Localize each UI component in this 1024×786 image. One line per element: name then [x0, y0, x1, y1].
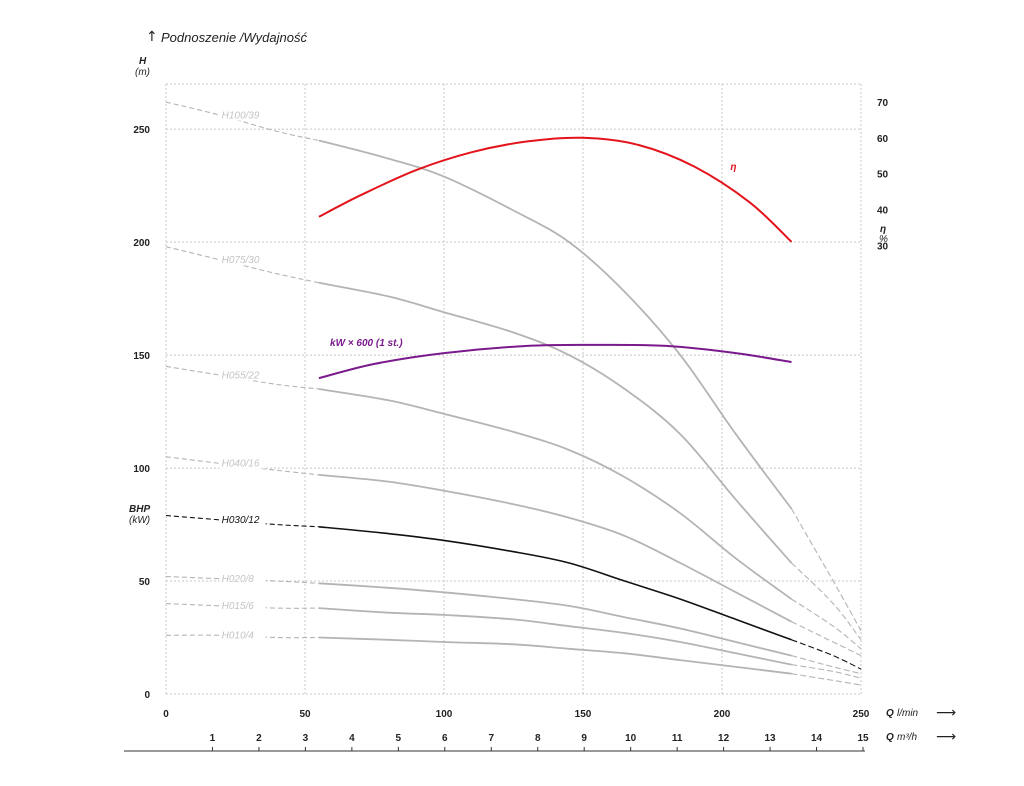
curve-label-bg [219, 456, 266, 469]
x-tick-label: 200 [714, 709, 731, 720]
eta-tick-label: 60 [877, 134, 889, 145]
curve-dashed-end-h030-12 [791, 639, 862, 670]
secondary-x-tick-label: 1 [210, 733, 216, 744]
secondary-x-tick-label: 14 [811, 733, 823, 744]
secondary-x-tick-label: 3 [303, 733, 309, 744]
y-tick-label: 200 [133, 238, 150, 249]
secondary-x-axis-q-label: Q [886, 732, 894, 743]
y-axis-label: H [139, 56, 147, 67]
curve-dashed-end-h040-16 [791, 621, 862, 657]
curve-h030-12 [318, 526, 792, 641]
bhp-unit: (kW) [129, 515, 150, 526]
secondary-x-tick-label: 7 [488, 733, 494, 744]
bhp-label: BHP [129, 504, 150, 515]
secondary-x-tick-label: 5 [396, 733, 402, 744]
curve-label-bg [219, 628, 266, 641]
secondary-x-tick-label: 8 [535, 733, 541, 744]
power-curve-label: kW × 600 (1 st.) [330, 338, 403, 349]
curve-dashed-end-h055-22 [791, 598, 862, 650]
secondary-x-axis-unit: m³/h [897, 732, 917, 743]
curve-labels: H100/39 H075/30 H055/22 H040/16 H030/12 H020/… [219, 108, 736, 641]
curve-label-bg [219, 513, 266, 526]
eta-tick-label: 40 [877, 206, 889, 217]
y-tick-label: 150 [133, 351, 150, 362]
secondary-x-tick-label: 15 [857, 733, 869, 744]
curve-label-h010-4: H010/4 [222, 630, 255, 641]
y-tick-label: 0 [144, 690, 150, 701]
secondary-x-tick-label: 13 [765, 733, 777, 744]
eta-tick-label: 70 [877, 98, 889, 109]
curve-label-bg [219, 598, 266, 611]
x-axis-q-label: Q [886, 708, 894, 719]
x-axis-unit: l/min [897, 708, 919, 719]
curve-label-bg [219, 253, 266, 266]
caption-arrow: ↑ [146, 29, 158, 45]
y-tick-label: 50 [139, 577, 151, 588]
curve-label-bg [219, 368, 266, 381]
x-tick-label: 100 [436, 709, 453, 720]
curve-h040-16 [318, 474, 792, 623]
curve-label-h030-12: H030/12 [222, 515, 260, 526]
curve-dashed-start-h100-39 [165, 101, 320, 142]
curve-label-h015-6: H015/6 [222, 601, 255, 612]
eta-axis-unit: % [879, 234, 888, 245]
curve-label-h100-39: H100/39 [222, 111, 260, 122]
curve-dashed-end-h020-8 [791, 655, 862, 675]
curve-h075-30 [318, 281, 793, 564]
curve-dashed-end-h010-4 [791, 673, 862, 686]
curves [165, 101, 862, 686]
curve-dashed-end-h100-39 [791, 508, 862, 631]
curve-h100-39 [318, 139, 793, 510]
axis-ticks: 0 50 100 150 200 250 30 40 50 60 70 0 50 100 150 200 250… [133, 98, 889, 751]
eta-tick-label: 50 [877, 170, 889, 181]
y-axis-unit: (m) [135, 67, 150, 78]
curve-h055-22 [318, 388, 793, 600]
curve-dashed-start-h055-22 [165, 365, 319, 390]
curve-kw-600-1-st- [318, 343, 792, 380]
secondary-x-axis-arrow: ⟶ [936, 729, 956, 745]
secondary-x-tick-label: 9 [581, 733, 587, 744]
efficiency-curve-label: η [730, 162, 736, 173]
eta-axis-label: η [880, 224, 886, 235]
x-tick-label: 150 [575, 709, 592, 720]
curve-h020-8 [318, 582, 792, 657]
curve-label-h020-8: H020/8 [222, 574, 255, 585]
secondary-x-tick-label: 2 [256, 733, 262, 744]
eta-tick-label: 30 [877, 241, 889, 252]
curve-label-bg [219, 571, 266, 584]
y-tick-label: 100 [133, 464, 150, 475]
x-axis-arrow: ⟶ [936, 705, 956, 721]
secondary-x-tick-label: 12 [718, 733, 730, 744]
x-tick-label: 250 [853, 709, 870, 720]
secondary-x-tick-label: 6 [442, 733, 448, 744]
secondary-x-tick-label: 10 [625, 733, 637, 744]
y-tick-label: 250 [133, 125, 150, 136]
curve-dashed-end-h015-6 [791, 664, 862, 679]
curve-h010-4 [318, 636, 792, 675]
curve-h015-6 [318, 607, 792, 666]
curve-dashed-start-h075-30 [165, 246, 320, 284]
curve-label-h040-16: H040/16 [222, 459, 260, 470]
x-tick-label: 50 [299, 709, 311, 720]
x-tick-label: 0 [163, 709, 169, 720]
curve-label-h075-30: H075/30 [222, 255, 260, 266]
curve-label-bg [219, 108, 266, 121]
grid [165, 83, 862, 695]
secondary-x-tick-label: 4 [349, 733, 355, 744]
secondary-x-tick-label: 11 [672, 733, 683, 744]
curve-dashed-end-h075-30 [791, 562, 862, 641]
curve-label-h055-22: H055/22 [222, 370, 260, 381]
chart-caption: Podnoszenie /Wydajność [161, 30, 307, 45]
curve-- [318, 136, 793, 243]
